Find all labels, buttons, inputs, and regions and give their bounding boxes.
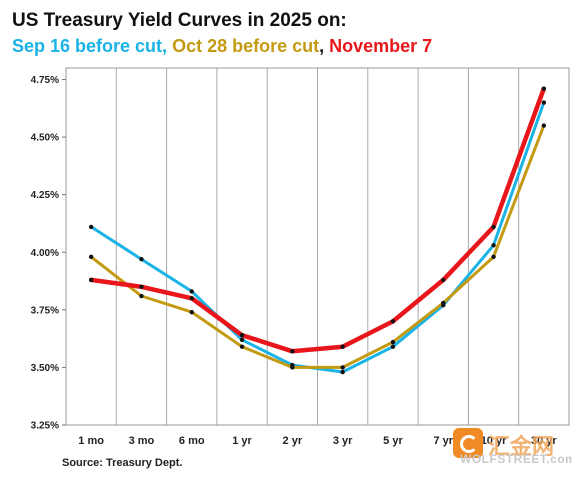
chart-subtitle: Sep 16 before cut, Oct 28 before cut, No… [12, 36, 432, 57]
x-tick-label: 3 yr [333, 435, 353, 447]
data-point [139, 256, 144, 262]
y-tick-label: 4.00% [31, 248, 59, 259]
y-tick-label: 4.25% [31, 190, 59, 201]
y-tick-label: 4.75% [31, 75, 59, 86]
x-tick-label: 30 yr [531, 435, 557, 447]
data-point [491, 243, 496, 248]
data-point [340, 365, 345, 370]
data-point [239, 332, 245, 338]
data-point [239, 344, 245, 349]
y-tick-label: 3.25% [31, 421, 59, 432]
x-tick-label: 3 mo [129, 435, 155, 447]
data-point [390, 339, 396, 345]
data-point [88, 277, 94, 283]
data-point [139, 284, 144, 290]
subtitle-sep-2: , [319, 36, 330, 56]
data-point [189, 289, 194, 294]
data-point [390, 319, 396, 324]
data-point [139, 293, 144, 299]
y-tick-label: 3.75% [31, 305, 59, 316]
data-point [390, 344, 396, 349]
data-point [189, 296, 194, 301]
data-point [88, 224, 94, 230]
watermark-cn-text: 汇金网 [488, 435, 555, 460]
subtitle-sep-1: , [162, 36, 173, 56]
chart-title: US Treasury Yield Curves in 2025 on: [12, 10, 347, 31]
x-tick-label: 10 yr [481, 435, 507, 447]
subtitle-oct28: Oct 28 before cut [172, 36, 320, 56]
y-tick-label: 4.50% [31, 133, 59, 144]
data-point [541, 123, 547, 128]
data-point [340, 369, 345, 375]
data-point [541, 86, 547, 91]
source-note: Source: Treasury Dept. [62, 457, 183, 469]
x-tick-label: 1 mo [78, 435, 104, 447]
subtitle-nov7: November 7 [329, 36, 433, 56]
x-tick-label: 5 yr [383, 435, 403, 447]
watermark-text: WOLFSTREET.com [460, 452, 572, 466]
x-tick-label: 6 mo [179, 435, 205, 447]
data-point [491, 254, 496, 260]
data-point [441, 300, 446, 306]
data-point [491, 224, 496, 230]
series-line [89, 124, 546, 369]
subtitle-sep16: Sep 16 before cut [12, 36, 163, 56]
series-line [88, 86, 547, 354]
y-tick-label: 3.50% [31, 363, 59, 374]
data-point [239, 337, 245, 342]
plot-frame [65, 67, 570, 426]
x-tick-label: 1 yr [232, 435, 252, 447]
x-tick-label: 2 yr [283, 435, 303, 447]
data-point [290, 365, 295, 370]
data-point [340, 344, 345, 349]
data-point [189, 309, 194, 315]
data-point [290, 349, 295, 354]
watermark-logo-icon [453, 428, 483, 458]
data-point [88, 254, 94, 260]
data-point [441, 277, 446, 283]
data-point [541, 100, 547, 105]
x-tick-label: 7 yr [433, 435, 453, 447]
